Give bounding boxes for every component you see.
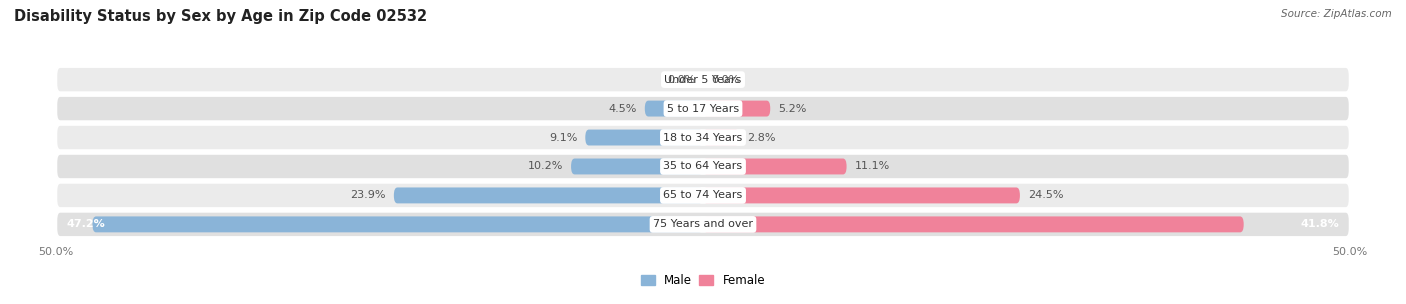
Legend: Male, Female: Male, Female	[636, 270, 770, 292]
Text: 65 to 74 Years: 65 to 74 Years	[664, 190, 742, 200]
Text: 23.9%: 23.9%	[350, 190, 387, 200]
FancyBboxPatch shape	[56, 96, 1350, 121]
FancyBboxPatch shape	[585, 130, 703, 146]
FancyBboxPatch shape	[56, 67, 1350, 92]
Text: Under 5 Years: Under 5 Years	[665, 74, 741, 85]
FancyBboxPatch shape	[645, 101, 703, 116]
FancyBboxPatch shape	[703, 130, 740, 146]
Text: 35 to 64 Years: 35 to 64 Years	[664, 161, 742, 171]
Text: 9.1%: 9.1%	[550, 133, 578, 143]
FancyBboxPatch shape	[703, 101, 770, 116]
FancyBboxPatch shape	[56, 212, 1350, 237]
FancyBboxPatch shape	[703, 158, 846, 174]
Text: 5 to 17 Years: 5 to 17 Years	[666, 104, 740, 114]
FancyBboxPatch shape	[93, 216, 703, 232]
Text: 10.2%: 10.2%	[527, 161, 564, 171]
FancyBboxPatch shape	[56, 125, 1350, 150]
Text: 47.2%: 47.2%	[66, 219, 105, 230]
Text: 0.0%: 0.0%	[711, 74, 740, 85]
Text: 24.5%: 24.5%	[1028, 190, 1063, 200]
Text: 0.0%: 0.0%	[666, 74, 695, 85]
Text: 18 to 34 Years: 18 to 34 Years	[664, 133, 742, 143]
FancyBboxPatch shape	[394, 188, 703, 203]
Text: 11.1%: 11.1%	[855, 161, 890, 171]
FancyBboxPatch shape	[56, 183, 1350, 208]
FancyBboxPatch shape	[703, 188, 1019, 203]
FancyBboxPatch shape	[703, 216, 1244, 232]
Text: Source: ZipAtlas.com: Source: ZipAtlas.com	[1281, 9, 1392, 19]
Text: 75 Years and over: 75 Years and over	[652, 219, 754, 230]
Text: 4.5%: 4.5%	[609, 104, 637, 114]
Text: Disability Status by Sex by Age in Zip Code 02532: Disability Status by Sex by Age in Zip C…	[14, 9, 427, 24]
Text: 2.8%: 2.8%	[747, 133, 776, 143]
FancyBboxPatch shape	[571, 158, 703, 174]
FancyBboxPatch shape	[56, 154, 1350, 179]
Text: 5.2%: 5.2%	[778, 104, 807, 114]
Text: 41.8%: 41.8%	[1301, 219, 1340, 230]
